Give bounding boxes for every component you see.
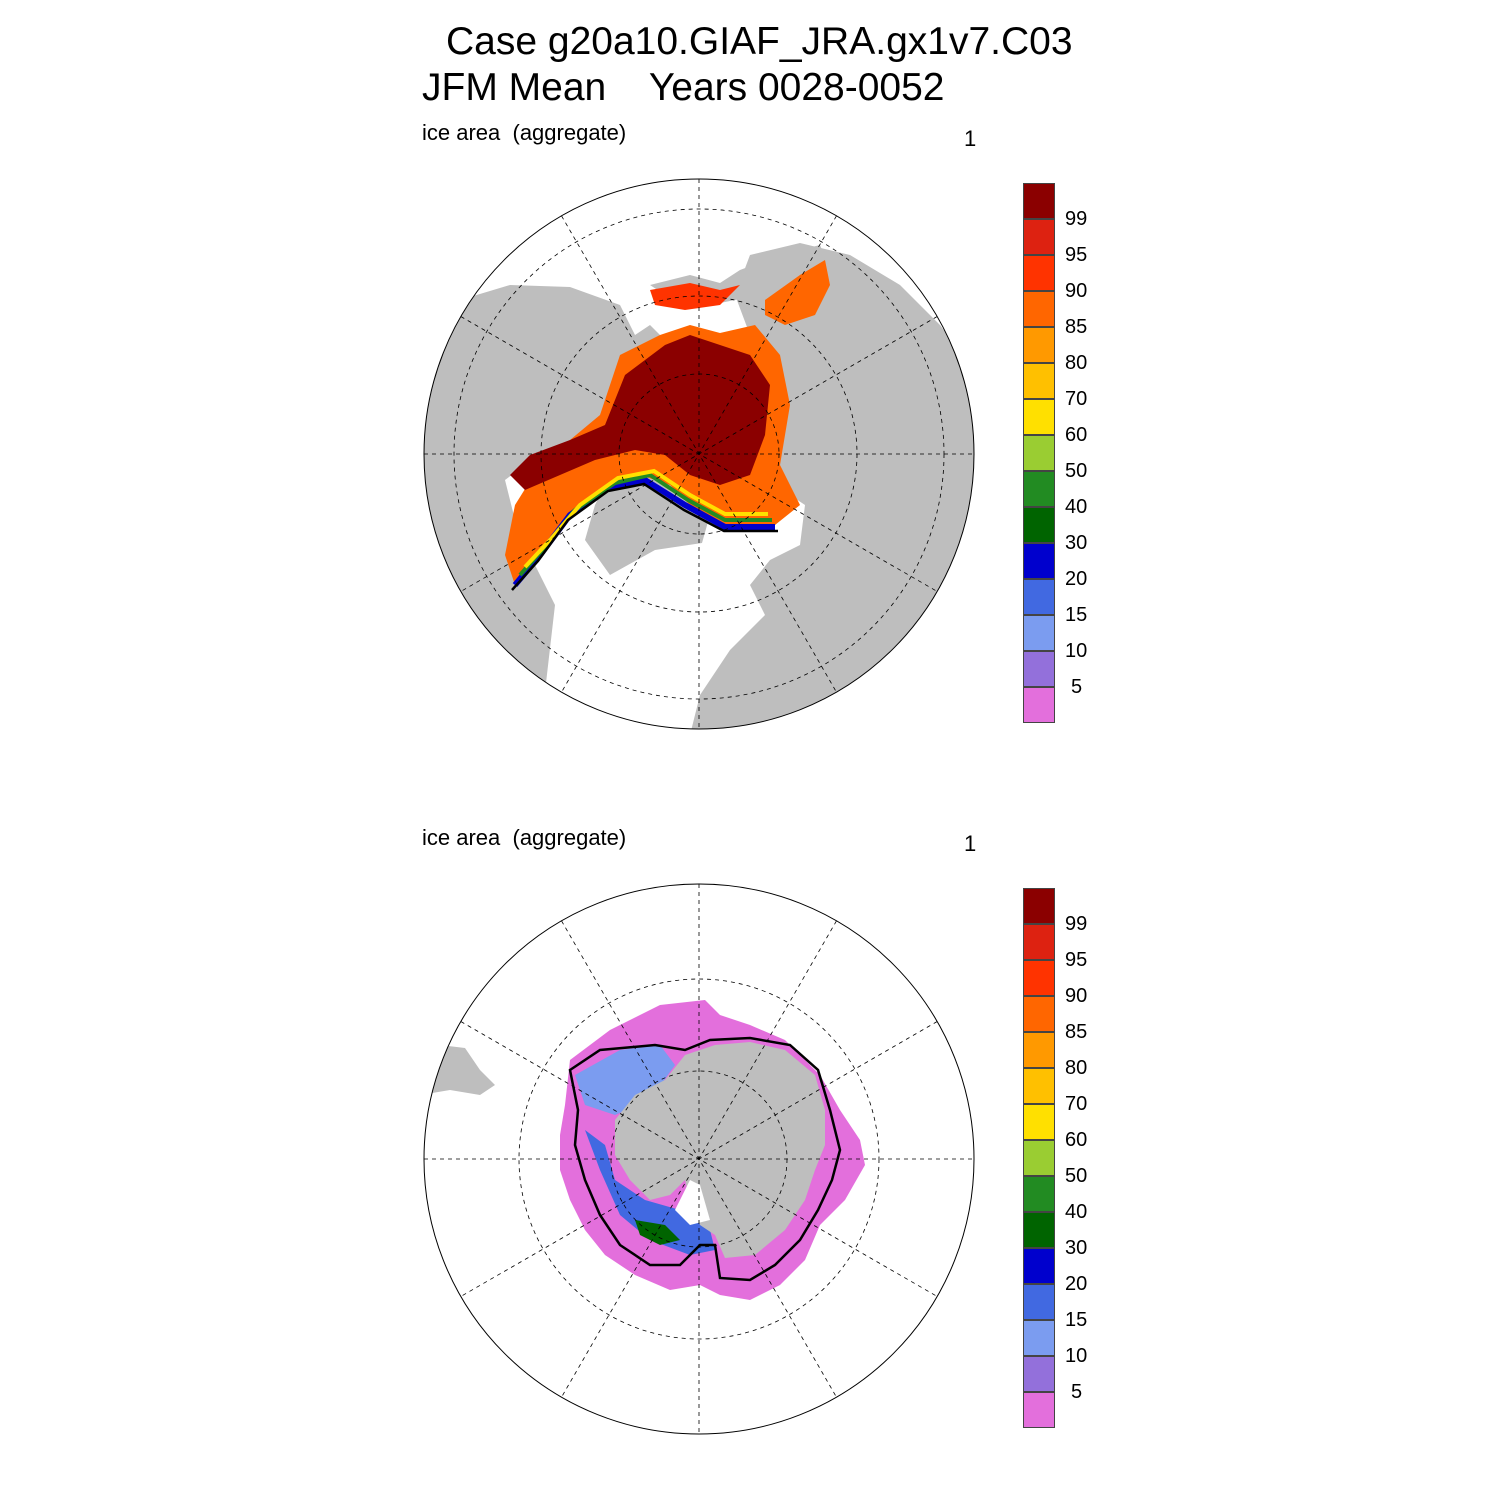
nh-colorbar-label: 30 [1065,532,1088,554]
sh-colorbar-swatch [1023,1212,1055,1248]
nh-colorbar-label: 70 [1065,388,1088,410]
sh-colorbar-swatch [1023,996,1055,1032]
sh-colorbar-swatch [1023,1320,1055,1356]
nh-colorbar-swatch [1023,651,1055,687]
nh-polar-map [423,178,975,730]
sh-panel-number: 1 [964,831,977,856]
nh-colorbar-label: 5 [1071,676,1083,698]
nh-colorbar-swatch [1023,579,1055,615]
nh-colorbar-label: 95 [1065,244,1088,266]
sh-colorbar-label: 20 [1065,1273,1088,1295]
sh-colorbar-label: 90 [1065,985,1088,1007]
sh-colorbar-swatch [1023,1176,1055,1212]
sh-colorbar-swatch [1023,1032,1055,1068]
sh-colorbar-label: 85 [1065,1021,1088,1043]
sh-colorbar-swatch [1023,1392,1055,1428]
sh-colorbar-label: 5 [1071,1381,1083,1403]
nh-panel-label: ice area (aggregate) [422,120,627,145]
sh-colorbar-label: 15 [1065,1309,1088,1331]
sh-colorbar-swatch [1023,1248,1055,1284]
nh-colorbar-swatch [1023,435,1055,471]
nh-colorbar-swatch [1023,507,1055,543]
sh-colorbar-label: 60 [1065,1129,1088,1151]
nh-colorbar-label: 80 [1065,352,1088,374]
nh-colorbar-swatch [1023,471,1055,507]
nh-north-atlantic [555,550,750,729]
nh-colorbar-swatch [1023,255,1055,291]
sh-polar-map [423,883,975,1435]
sh-colorbar-label: 70 [1065,1093,1088,1115]
sh-colorbar-swatch [1023,1284,1055,1320]
sh-graticule [424,884,974,1434]
nh-sea-ice-okhotsk [765,260,830,325]
sh-colorbar-label: 80 [1065,1057,1088,1079]
sh-sea-ice-ross-core [635,1220,680,1245]
sh-sea-ice-ross [585,1130,715,1255]
nh-graticule [424,179,974,729]
nh-colorbar-label: 40 [1065,496,1088,518]
nh-colorbar-label: 50 [1065,460,1088,482]
sh-colorbar-label: 30 [1065,1237,1088,1259]
sh-colorbar-label: 99 [1065,913,1088,935]
sh-colorbar-swatch [1023,1140,1055,1176]
nh-colorbar-label: 60 [1065,424,1088,446]
sh-observed-ice-edge [568,1036,842,1282]
sh-land-antarctica [615,1042,825,1258]
sh-ross-ice-shelf [675,1180,710,1225]
nh-colorbar-swatch [1023,183,1055,219]
nh-colorbar-label: 99 [1065,208,1088,230]
sh-colorbar-label: 50 [1065,1165,1088,1187]
nh-colorbar-swatch [1023,615,1055,651]
sh-colorbar-swatch [1023,1068,1055,1104]
sh-colorbar-label: 40 [1065,1201,1088,1223]
nh-sea-ice-bering [650,283,740,310]
nh-panel-number: 1 [964,126,977,151]
nh-ice-edge-yellow [523,468,768,569]
nh-map-border [423,178,975,730]
sh-colorbar-swatch [1023,1356,1055,1392]
plot-title-case: Case g20a10.GIAF_JRA.gx1v7.C03 [446,20,1073,63]
nh-sea-ice-pack [510,335,770,490]
nh-colorbar: 99 95 90 85 80 70 60 50 40 30 20 15 10 5 [1023,183,1113,724]
sh-colorbar-swatch [1023,888,1055,924]
nh-colorbar-swatch [1023,399,1055,435]
nh-colorbar-label: 85 [1065,316,1088,338]
nh-colorbar-label: 20 [1065,568,1088,590]
plot-title-period: JFM Mean Years 0028-0052 [422,66,945,109]
nh-colorbar-swatch [1023,291,1055,327]
sh-colorbar: 99 95 90 85 80 70 60 50 40 30 20 15 10 5 [1023,888,1113,1429]
nh-colorbar-swatch [1023,543,1055,579]
nh-colorbar-swatch [1023,327,1055,363]
sh-panel-label: ice area (aggregate) [422,825,627,850]
sh-colorbar-swatch [1023,1104,1055,1140]
sh-map-border [423,883,975,1435]
nh-colorbar-label: 10 [1065,640,1088,662]
nh-colorbar-swatch [1023,219,1055,255]
sh-colorbar-swatch [1023,924,1055,960]
nh-colorbar-label: 90 [1065,280,1088,302]
sh-colorbar-swatch [1023,960,1055,996]
nh-colorbar-swatch [1023,363,1055,399]
sh-colorbar-label: 10 [1065,1345,1088,1367]
nh-land-eurasia [690,243,974,729]
sh-colorbar-label: 95 [1065,949,1088,971]
nh-colorbar-swatch [1023,687,1055,723]
nh-colorbar-label: 15 [1065,604,1088,626]
